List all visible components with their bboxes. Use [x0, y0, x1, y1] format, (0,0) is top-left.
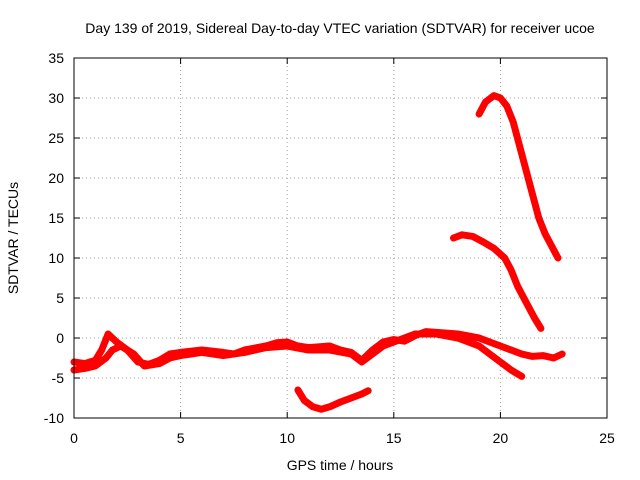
x-tick-label: 5	[177, 430, 185, 446]
y-tick-label: 25	[48, 130, 64, 146]
y-tick-label: 35	[48, 50, 64, 66]
series-trace-2	[70, 330, 526, 380]
series-trace-5	[475, 92, 562, 262]
y-tick-label: 20	[48, 170, 64, 186]
y-tick-label: 15	[48, 210, 64, 226]
y-tick-label: -10	[44, 410, 64, 426]
x-tick-label: 15	[386, 430, 402, 446]
plot-frame	[73, 57, 608, 419]
x-tick-label: 25	[599, 430, 615, 446]
y-tick-label: 5	[56, 290, 64, 306]
y-tick-label: -5	[52, 370, 65, 386]
series-trace-3	[294, 386, 372, 413]
series-trace-4	[450, 231, 545, 332]
x-tick-label: 0	[70, 430, 78, 446]
y-axis-label: SDTVAR / TECUs	[5, 182, 21, 294]
chart-title: Day 139 of 2019, Sidereal Day-to-day VTE…	[85, 20, 595, 36]
plot-area	[70, 92, 566, 413]
y-tick-label: 30	[48, 90, 64, 106]
y-tick-label: 10	[48, 250, 64, 266]
x-tick-label: 10	[279, 430, 295, 446]
x-tick-label: 20	[493, 430, 509, 446]
x-axis-label: GPS time / hours	[287, 457, 394, 473]
axes: 0 5 10 15 20 25 -10 -5 0 5 10 15 20 25 30 35	[44, 50, 615, 446]
y-tick-label: 0	[56, 330, 64, 346]
